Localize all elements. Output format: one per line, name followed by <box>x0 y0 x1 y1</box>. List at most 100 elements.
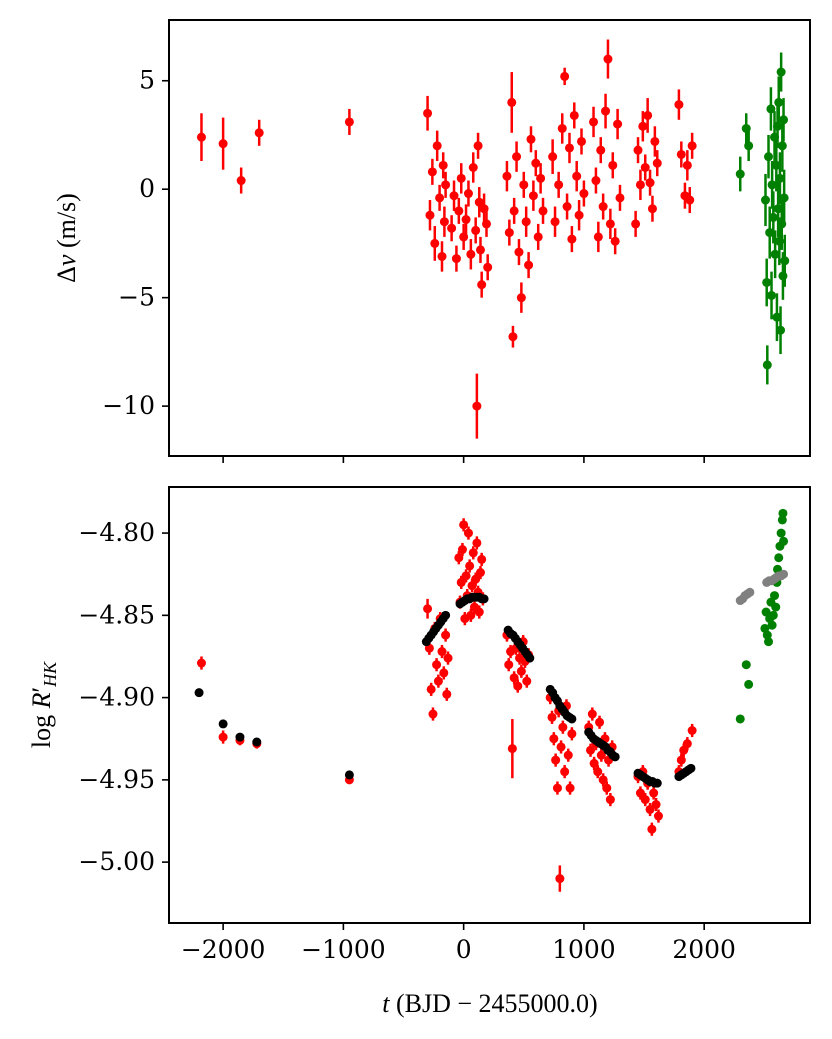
top-point-s0-5 <box>423 108 433 118</box>
bot-point-s0-65 <box>567 729 577 739</box>
top-point-s0-25 <box>471 225 481 235</box>
bot-point-s2-3 <box>252 737 262 747</box>
bot-point-s0-72 <box>595 717 605 727</box>
top-point-s0-11 <box>437 251 447 261</box>
top-point-s0-86 <box>674 100 684 110</box>
top-point-s0-69 <box>601 106 611 116</box>
bot-point-s2-71 <box>686 763 696 773</box>
top-point-s0-13 <box>439 217 449 227</box>
bot-point-s0-89 <box>653 811 663 821</box>
top-point-s0-16 <box>449 191 459 201</box>
bot-point-s0-47 <box>516 666 526 676</box>
bot-point-s0-37 <box>477 554 487 564</box>
top-point-s0-62 <box>577 136 587 146</box>
top-point-s0-9 <box>432 141 442 151</box>
top-point-s0-75 <box>615 193 625 203</box>
bot-point-s1-15 <box>774 553 784 563</box>
top-point-s1-6 <box>764 152 774 162</box>
bot-point-s2-2 <box>235 732 245 742</box>
bot-point-s1-1 <box>741 660 751 670</box>
top-point-s0-51 <box>548 152 558 162</box>
top-point-s0-24 <box>468 163 478 173</box>
top-point-s0-30 <box>477 280 487 290</box>
top-panel-data <box>196 39 790 439</box>
top-point-s0-90 <box>685 195 695 205</box>
top-point-s0-74 <box>613 119 623 129</box>
top-point-s1-22 <box>776 67 786 77</box>
bot-point-s2-56 <box>610 752 620 762</box>
top-point-s0-1 <box>218 139 228 149</box>
bot-point-s0-29 <box>467 581 477 591</box>
top-point-s0-19 <box>456 173 466 183</box>
top-point-s0-79 <box>638 121 648 131</box>
top-point-s0-15 <box>447 223 457 233</box>
bot-ytick-label-0: −4.80 <box>78 518 155 547</box>
bot-point-s3-12 <box>779 569 789 579</box>
bot-point-s0-76 <box>602 783 612 793</box>
bot-point-s3-4 <box>745 587 755 597</box>
bot-point-s2-0 <box>194 688 204 698</box>
top-point-s0-77 <box>633 145 643 155</box>
top-point-s0-26 <box>472 401 482 411</box>
bot-point-s1-6 <box>764 637 774 647</box>
bot-point-s0-74 <box>598 775 608 785</box>
bot-xtick-label-2: 0 <box>456 935 472 964</box>
bot-ytick-label-3: −4.95 <box>78 765 155 794</box>
top-point-s0-47 <box>531 158 541 168</box>
bot-point-s0-69 <box>589 758 599 768</box>
bot-point-s0-63 <box>563 750 573 760</box>
bot-point-s0-94 <box>687 726 697 736</box>
bot-point-s0-71 <box>593 767 603 777</box>
top-point-s0-18 <box>454 206 464 216</box>
bot-point-s1-12 <box>771 602 781 612</box>
bot-point-s0-50 <box>522 676 532 686</box>
bot-point-s0-26 <box>463 528 473 538</box>
top-point-s0-27 <box>473 141 483 151</box>
top-point-s0-33 <box>483 262 493 272</box>
top-panel: 5 0 −5 −10 Δv (m/s) <box>52 19 811 463</box>
top-point-s0-0 <box>196 132 206 142</box>
bot-point-s0-56 <box>552 783 562 793</box>
top-point-s0-63 <box>579 189 589 199</box>
bot-point-s0-78 <box>605 795 615 805</box>
top-point-s0-35 <box>504 228 514 238</box>
bot-point-s1-4 <box>761 607 771 617</box>
top-point-s1-24 <box>777 141 787 151</box>
top-point-s0-73 <box>610 236 620 246</box>
bot-point-s1-9 <box>767 620 777 630</box>
top-point-s0-37 <box>508 332 518 342</box>
bot-point-s0-15 <box>441 630 451 640</box>
bottom-panel-data <box>194 508 789 892</box>
bot-point-s0-92 <box>679 745 689 755</box>
top-point-s0-22 <box>463 189 473 199</box>
bot-point-s0-1 <box>218 732 228 742</box>
top-point-s0-23 <box>466 249 476 259</box>
top-ytick-label-1: 0 <box>139 174 155 203</box>
bot-point-s0-59 <box>556 742 566 752</box>
bot-point-s0-28 <box>466 610 476 620</box>
bot-point-s0-24 <box>461 571 471 581</box>
bot-point-s1-19 <box>778 508 788 518</box>
bot-point-s0-20 <box>456 577 466 587</box>
top-point-s0-70 <box>603 54 613 64</box>
bot-point-s0-86 <box>647 824 657 834</box>
top-point-s1-18 <box>774 97 784 107</box>
bot-point-s0-61 <box>560 767 570 777</box>
bot-point-s0-42 <box>507 744 517 754</box>
top-point-s1-10 <box>767 180 777 190</box>
top-ytick-label-0: 5 <box>139 66 155 95</box>
bot-point-s2-4 <box>344 770 354 780</box>
bot-point-s0-60 <box>558 722 568 732</box>
bot-point-s1-18 <box>777 515 787 525</box>
bot-point-s0-33 <box>472 538 482 548</box>
bot-point-s1-2 <box>744 679 754 689</box>
bottom-x-axis-label: t (BJD − 2455000.0) <box>382 989 597 1018</box>
top-ytick-label-2: −5 <box>118 283 155 312</box>
top-point-s0-34 <box>502 171 512 181</box>
bot-point-s0-16 <box>442 689 452 699</box>
top-point-s0-40 <box>514 247 524 257</box>
top-point-s0-78 <box>635 180 645 190</box>
bot-point-s0-43 <box>509 673 519 683</box>
top-point-s0-38 <box>509 206 519 216</box>
top-point-s0-68 <box>598 202 608 212</box>
